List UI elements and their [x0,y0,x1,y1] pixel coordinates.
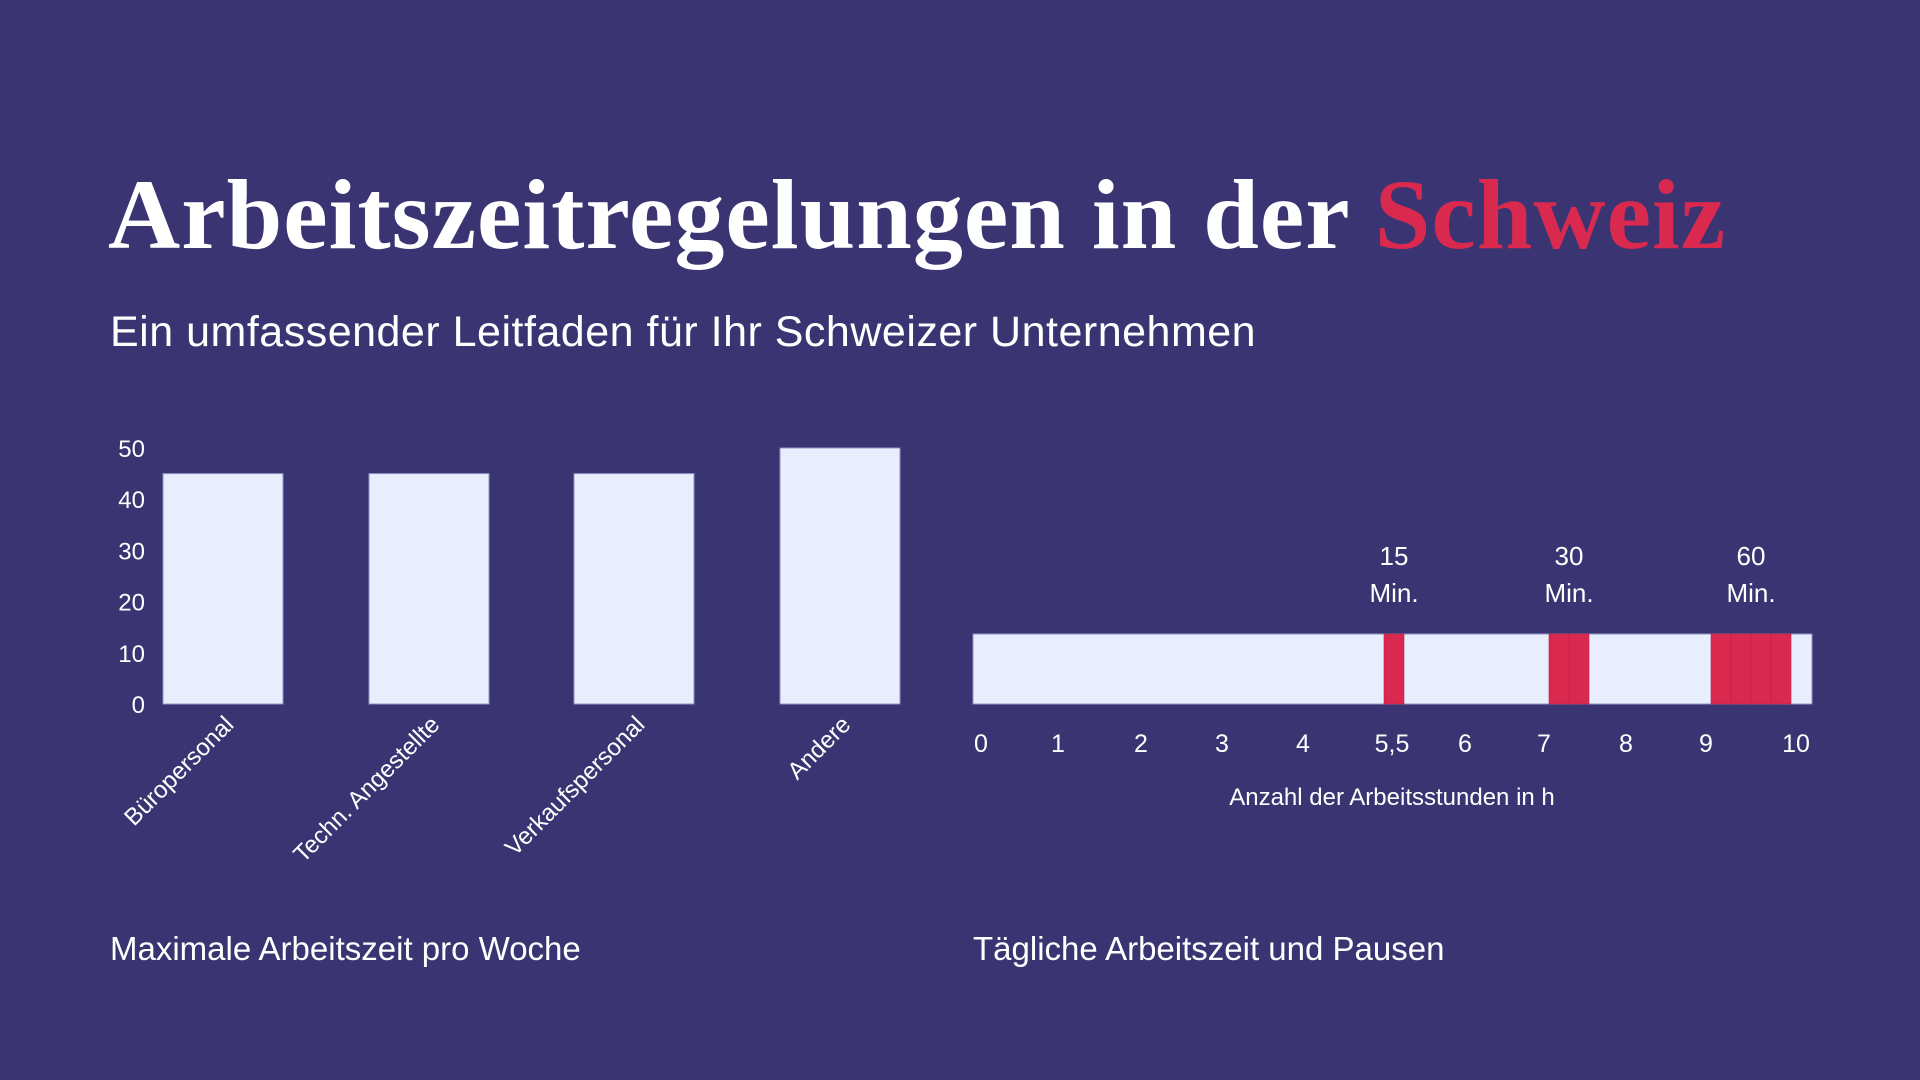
break-segment [1770,633,1792,705]
break-segment [1710,633,1732,705]
x-tick-label: 7 [1537,730,1551,758]
break-label-unit: Min. [1369,578,1418,608]
x-tick-label: 5,5 [1375,730,1410,758]
title-main: Arbeitszeitregelungen in der [108,159,1349,270]
page-subtitle: Ein umfassender Leitfaden für Ihr Schwei… [110,308,1257,356]
x-tick-label: 2 [1134,730,1148,758]
y-tick-label: 0 [132,692,145,719]
y-tick-label: 30 [118,538,145,565]
bar-andere [779,447,901,705]
x-tick-label: Verkaufspersonal [500,711,650,861]
break-segment [1750,633,1772,705]
y-tick-label: 50 [118,436,145,463]
x-tick-label: 0 [974,730,988,758]
break-segment [1568,633,1590,705]
x-tick-label: 6 [1458,730,1472,758]
bar-verkaufspersonal [573,473,695,705]
x-tick-label: 10 [1782,730,1810,758]
break-segment [1383,633,1405,705]
y-tick-label: 20 [118,590,145,617]
bar-chart-caption: Maximale Arbeitszeit pro Woche [110,930,581,967]
bar-büropersonal [162,473,284,705]
x-tick-label: 8 [1619,730,1633,758]
x-tick-label: 4 [1296,730,1310,758]
break-label-unit: Min. [1726,578,1775,608]
break-label-value: 60 [1737,541,1766,571]
y-tick-label: 10 [118,641,145,668]
break-segment [1730,633,1752,705]
y-tick-label: 40 [118,487,145,514]
x-tick-label: Büropersonal [119,711,239,831]
x-tick-label: Andere [782,711,856,785]
bar-techn-angestellte [368,473,490,705]
break-label-value: 15 [1380,541,1409,571]
x-tick-label: 1 [1051,730,1065,758]
title-accent: Schweiz [1374,159,1727,270]
break-label-value: 30 [1555,541,1584,571]
x-tick-label: 9 [1699,730,1713,758]
timeline-caption: Tägliche Arbeitszeit und Pausen [973,930,1445,967]
break-label-unit: Min. [1544,578,1593,608]
x-axis-label: Anzahl der Arbeitsstunden in h [1229,784,1555,811]
x-tick-label: Techn. Angestellte [288,711,445,868]
break-segment [1548,633,1570,705]
page-title: Arbeitszeitregelungen in der Schweiz [108,160,1726,270]
x-tick-label: 3 [1215,730,1229,758]
